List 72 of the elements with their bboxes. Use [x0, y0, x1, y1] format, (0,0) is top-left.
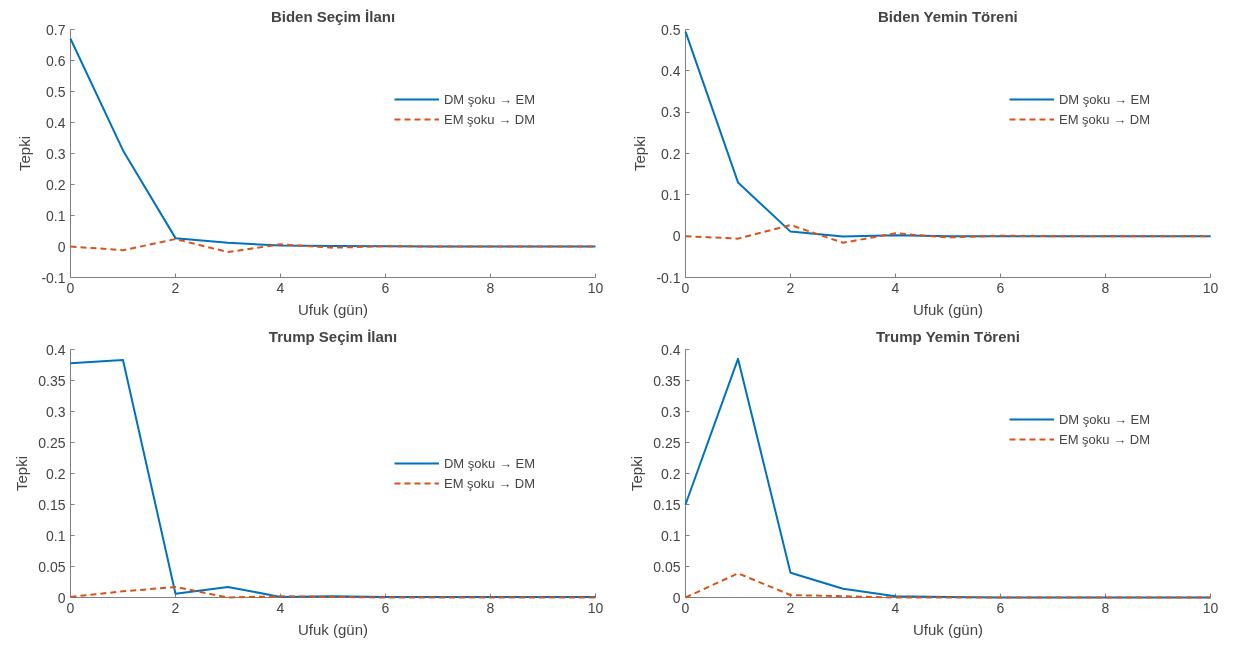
y-tick-label: 0.25 [653, 434, 681, 451]
x-tick-label: 10 [1202, 599, 1219, 616]
y-tick-label: 0.15 [38, 496, 66, 513]
x-axis-title: Ufuk (gün) [297, 620, 369, 638]
y-tick-label: 0.1 [661, 186, 681, 203]
y-tick-label: 0.3 [661, 403, 681, 420]
x-tick-label: 2 [786, 279, 795, 296]
y-axis-title: Tepki [16, 135, 34, 172]
y-tick-label: 0.7 [46, 21, 66, 38]
x-tick-label: 8 [1101, 279, 1110, 296]
x-tick-label: 6 [996, 599, 1005, 616]
legend-label: DM şoku → EM [1058, 91, 1150, 107]
y-tick-label: 0.5 [661, 21, 681, 38]
y-tick-label: -0.1 [41, 269, 66, 286]
x-tick-label: 2 [171, 599, 180, 616]
y-tick-label: 0.3 [661, 104, 681, 121]
x-tick-label: 8 [486, 599, 495, 616]
x-axis-title: Ufuk (gün) [297, 300, 369, 318]
y-axis-title: Tepki [631, 135, 649, 172]
chart-title: Trump Yemin Töreni [875, 327, 1020, 345]
y-tick-label: 0.5 [46, 83, 66, 100]
x-tick-label: 6 [381, 599, 390, 616]
x-tick-label: 4 [276, 279, 285, 296]
legend-label: EM şoku → DM [443, 111, 535, 127]
x-tick-label: 2 [786, 599, 795, 616]
y-tick-label: 0.15 [653, 496, 681, 513]
x-tick-label: 6 [996, 279, 1005, 296]
y-tick-label: 0.4 [661, 341, 681, 358]
y-tick-label: 0 [57, 238, 66, 255]
y-tick-label: 0.4 [661, 62, 681, 79]
y-tick-label: 0.35 [38, 372, 66, 389]
y-tick-label: 0.2 [46, 465, 66, 482]
y-tick-label: 0.1 [46, 207, 66, 224]
y-tick-label: 0.4 [46, 341, 66, 358]
chart-title: Biden Seçim İlanı [270, 7, 396, 25]
legend-label: EM şoku → DM [1058, 431, 1150, 447]
x-tick-label: 8 [486, 279, 495, 296]
y-tick-label: -0.1 [656, 269, 681, 286]
x-tick-label: 10 [587, 599, 604, 616]
y-tick-label: 0 [672, 228, 681, 245]
y-tick-label: 0.2 [46, 176, 66, 193]
x-tick-label: 2 [171, 279, 180, 296]
legend-label: DM şoku → EM [1058, 411, 1150, 427]
y-tick-label: 0.2 [661, 145, 681, 162]
y-tick-label: 0.1 [661, 527, 681, 544]
y-tick-label: 0.3 [46, 403, 66, 420]
x-tick-label: 4 [276, 599, 285, 616]
y-tick-label: 0.6 [46, 52, 66, 69]
chart-title: Biden Yemin Töreni [877, 7, 1018, 25]
y-tick-label: 0.3 [46, 145, 66, 162]
chart-title: Trump Seçim İlanı [268, 327, 398, 345]
y-tick-label: 0.05 [38, 558, 66, 575]
y-tick-label: 0.35 [653, 372, 681, 389]
legend-label: EM şoku → DM [443, 475, 535, 491]
x-tick-label: 10 [587, 279, 604, 296]
y-tick-label: 0.1 [46, 527, 66, 544]
x-tick-label: 4 [891, 279, 900, 296]
legend-label: EM şoku → DM [1058, 111, 1150, 127]
y-tick-label: 0.05 [653, 558, 681, 575]
y-axis-title: Tepki [628, 455, 646, 492]
x-tick-label: 4 [891, 599, 900, 616]
x-axis-title: Ufuk (gün) [912, 300, 984, 318]
y-tick-label: 0.2 [661, 465, 681, 482]
x-tick-label: 10 [1202, 279, 1219, 296]
y-axis-title: Tepki [13, 455, 31, 492]
x-axis-title: Ufuk (gün) [912, 620, 984, 638]
y-tick-label: 0.25 [38, 434, 66, 451]
legend-label: DM şoku → EM [443, 91, 535, 107]
legend-label: DM şoku → EM [443, 455, 535, 471]
x-tick-label: 6 [381, 279, 390, 296]
y-tick-label: 0.4 [46, 114, 66, 131]
x-tick-label: 8 [1101, 599, 1110, 616]
